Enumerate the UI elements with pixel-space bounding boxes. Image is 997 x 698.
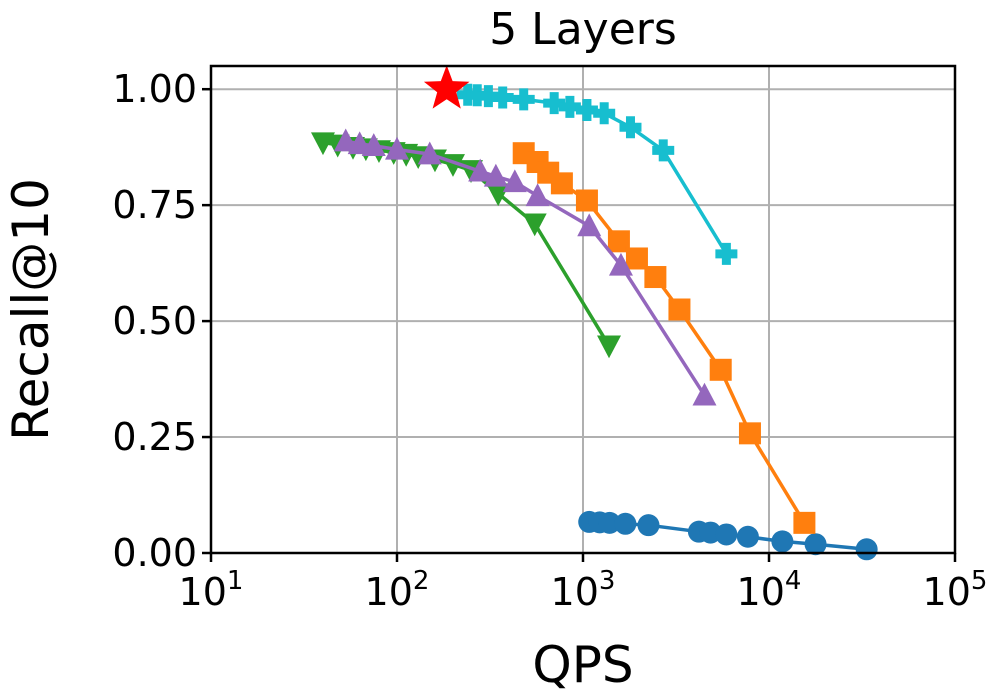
data-point-triangle-up [525, 183, 550, 207]
series-line [522, 151, 806, 524]
data-point-circle [771, 530, 794, 553]
data-point-triangle-up [417, 141, 442, 165]
data-point-triangle-up [608, 252, 633, 276]
y-axis-title: Recall@10 [2, 178, 60, 441]
x-tick-label: 104 [737, 566, 802, 614]
data-point-circle [637, 514, 660, 537]
annotation-layer [423, 65, 470, 109]
series-layer [310, 83, 878, 561]
data-point-triangle-up [692, 382, 717, 406]
data-point-plus [477, 85, 500, 108]
data-point-plus [543, 92, 566, 115]
x-axis: 101 102 103 104 105 [179, 553, 988, 614]
data-point-square [575, 189, 598, 212]
y-tick-label: 0.75 [112, 183, 197, 227]
data-point-square [709, 358, 732, 381]
series-square [512, 142, 816, 534]
chart-title: 5 Layers [489, 4, 677, 55]
data-point-plus [715, 242, 738, 265]
data-point-square [550, 172, 573, 195]
data-point-triangle-down [597, 335, 622, 359]
data-point-triangle-up [385, 136, 409, 160]
data-point-square [607, 230, 630, 253]
data-point-triangle-up [361, 133, 386, 156]
data-point-circle [614, 512, 637, 535]
data-point-plus [558, 95, 581, 118]
data-point-square [625, 247, 648, 270]
data-point-plus [652, 139, 675, 162]
x-tick-label: 105 [923, 566, 988, 614]
data-point-square [738, 422, 761, 445]
y-tick-label: 0.50 [112, 299, 197, 343]
series-plus [456, 83, 738, 265]
data-point-circle [804, 533, 827, 556]
y-tick-label: 1.00 [112, 67, 197, 111]
data-point-plus [512, 88, 535, 111]
data-point-plus [593, 102, 616, 125]
x-tick-label: 102 [365, 566, 430, 614]
y-axis: 0.00 0.25 0.50 0.75 1.00 [112, 67, 211, 575]
data-point-triangle-up [468, 158, 493, 182]
x-tick-label: 101 [179, 566, 244, 614]
data-point-plus [466, 84, 489, 107]
data-point-triangle-up [483, 163, 508, 187]
data-point-circle [715, 523, 738, 546]
y-tick-label: 0.25 [112, 415, 197, 459]
data-point-triangle-up [347, 131, 372, 155]
data-point-triangle-up [502, 169, 527, 193]
data-point-square [644, 266, 667, 289]
data-point-circle [598, 511, 621, 534]
data-point-circle [736, 525, 759, 548]
x-axis-title: QPS [532, 636, 633, 694]
x-tick-label: 103 [551, 566, 616, 614]
data-point-square [668, 298, 691, 321]
data-point-circle [855, 538, 878, 561]
data-point-triangle-up [333, 128, 358, 152]
data-point-plus [491, 86, 514, 109]
data-point-triangle-up [577, 213, 602, 237]
data-point-triangle-down [522, 213, 547, 237]
y-tick-label: 0.00 [112, 531, 197, 575]
data-point-triangle-down [486, 183, 511, 207]
data-point-square [793, 511, 816, 534]
data-point-plus [619, 116, 642, 139]
series-circle [578, 510, 878, 561]
series-triangle-up [333, 128, 717, 406]
data-point-plus [575, 99, 598, 122]
star-marker [423, 65, 470, 109]
